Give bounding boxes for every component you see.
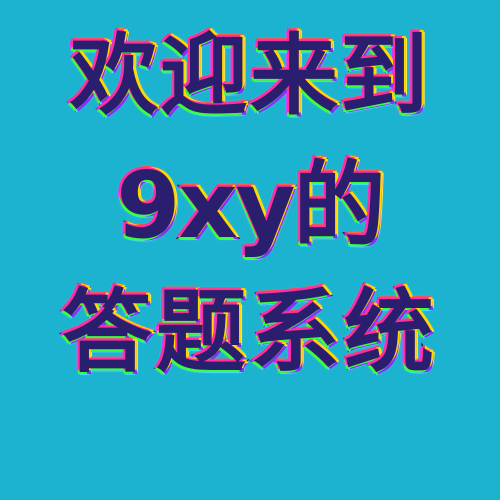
welcome-line-1: 欢迎来到 — [68, 24, 430, 127]
welcome-line-3: 答题系统 — [60, 280, 438, 385]
welcome-line-2: 9xy的 — [114, 152, 387, 259]
